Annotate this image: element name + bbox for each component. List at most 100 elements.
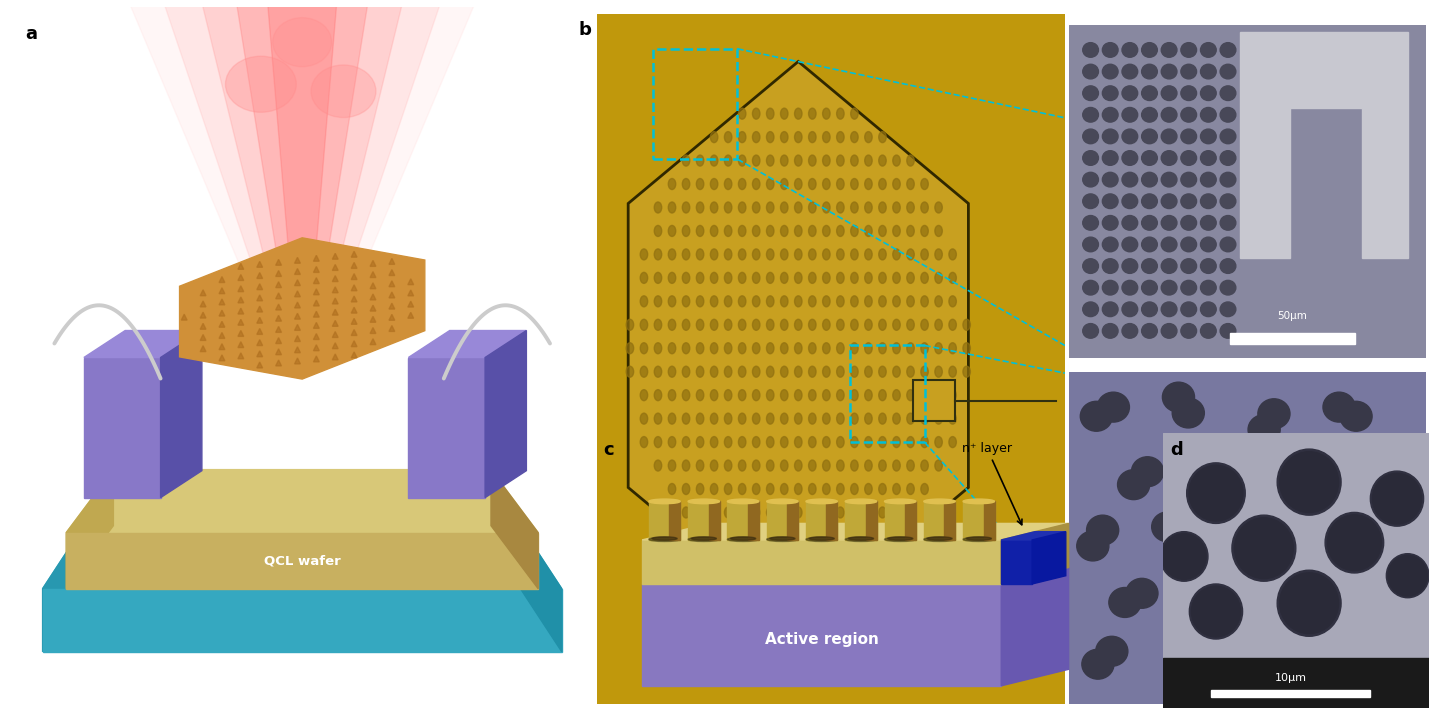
Circle shape (738, 179, 745, 189)
Circle shape (1331, 507, 1364, 537)
Polygon shape (389, 315, 394, 320)
Circle shape (836, 225, 845, 237)
Circle shape (879, 225, 886, 237)
Circle shape (753, 249, 760, 260)
Circle shape (794, 296, 802, 307)
Circle shape (738, 155, 745, 166)
Ellipse shape (845, 499, 876, 503)
Circle shape (711, 320, 718, 330)
Circle shape (1181, 237, 1197, 252)
Circle shape (935, 296, 943, 307)
Bar (826, 501, 837, 540)
Circle shape (1102, 302, 1118, 317)
Ellipse shape (767, 537, 799, 541)
Circle shape (780, 390, 789, 400)
Circle shape (738, 108, 745, 119)
Polygon shape (83, 330, 201, 358)
Circle shape (780, 554, 789, 565)
Circle shape (809, 155, 816, 166)
Circle shape (1325, 513, 1384, 573)
Circle shape (948, 366, 957, 378)
Circle shape (753, 554, 760, 565)
Circle shape (640, 413, 648, 424)
Circle shape (1220, 151, 1236, 165)
Circle shape (753, 225, 760, 237)
Circle shape (724, 342, 732, 354)
Ellipse shape (963, 537, 994, 541)
Circle shape (780, 320, 789, 330)
Circle shape (682, 296, 689, 307)
Circle shape (809, 272, 816, 283)
Circle shape (1200, 302, 1216, 317)
Circle shape (921, 342, 928, 354)
Polygon shape (295, 291, 301, 297)
Circle shape (724, 249, 732, 260)
Bar (806, 501, 837, 540)
Polygon shape (276, 360, 282, 366)
Circle shape (682, 342, 689, 354)
Ellipse shape (888, 537, 912, 541)
Text: 10μm: 10μm (1275, 673, 1307, 683)
Polygon shape (370, 339, 376, 345)
Polygon shape (332, 342, 338, 349)
Circle shape (1082, 129, 1098, 144)
Circle shape (892, 342, 901, 354)
Circle shape (823, 483, 830, 495)
Circle shape (794, 483, 802, 495)
Polygon shape (237, 320, 243, 325)
Circle shape (753, 413, 760, 424)
Circle shape (738, 342, 745, 354)
Circle shape (724, 296, 732, 307)
Circle shape (1102, 215, 1118, 230)
Polygon shape (521, 526, 561, 652)
Circle shape (794, 531, 802, 541)
Circle shape (794, 507, 802, 518)
Circle shape (809, 437, 816, 448)
Circle shape (1256, 523, 1288, 553)
Circle shape (724, 437, 732, 448)
Circle shape (850, 366, 858, 378)
Circle shape (865, 225, 872, 237)
Polygon shape (237, 263, 243, 270)
Polygon shape (200, 323, 206, 329)
Polygon shape (256, 328, 262, 335)
Circle shape (780, 507, 789, 518)
Circle shape (724, 320, 732, 330)
Circle shape (767, 108, 774, 119)
Circle shape (1181, 43, 1197, 57)
Polygon shape (1002, 532, 1066, 540)
Circle shape (696, 437, 704, 448)
Circle shape (907, 366, 914, 378)
Circle shape (668, 320, 676, 330)
Polygon shape (332, 298, 338, 304)
Circle shape (823, 437, 830, 448)
Circle shape (1389, 556, 1427, 596)
Circle shape (1141, 215, 1157, 230)
Circle shape (668, 413, 676, 424)
Circle shape (682, 202, 689, 213)
Circle shape (809, 460, 816, 471)
Polygon shape (389, 292, 394, 298)
Polygon shape (237, 330, 243, 336)
Ellipse shape (885, 537, 917, 541)
Circle shape (836, 342, 845, 354)
Circle shape (921, 413, 928, 424)
Polygon shape (235, 0, 370, 287)
Polygon shape (219, 344, 224, 350)
Circle shape (935, 225, 943, 237)
Circle shape (892, 272, 901, 283)
Circle shape (865, 272, 872, 283)
Circle shape (1189, 465, 1243, 521)
Polygon shape (642, 584, 1002, 686)
Circle shape (836, 507, 845, 518)
Ellipse shape (806, 537, 837, 541)
Circle shape (711, 390, 718, 400)
Circle shape (907, 179, 914, 189)
Circle shape (1122, 107, 1138, 122)
Circle shape (780, 460, 789, 471)
Circle shape (1220, 259, 1236, 273)
Circle shape (767, 320, 774, 330)
Circle shape (626, 342, 633, 354)
Ellipse shape (652, 537, 678, 541)
Circle shape (794, 460, 802, 471)
